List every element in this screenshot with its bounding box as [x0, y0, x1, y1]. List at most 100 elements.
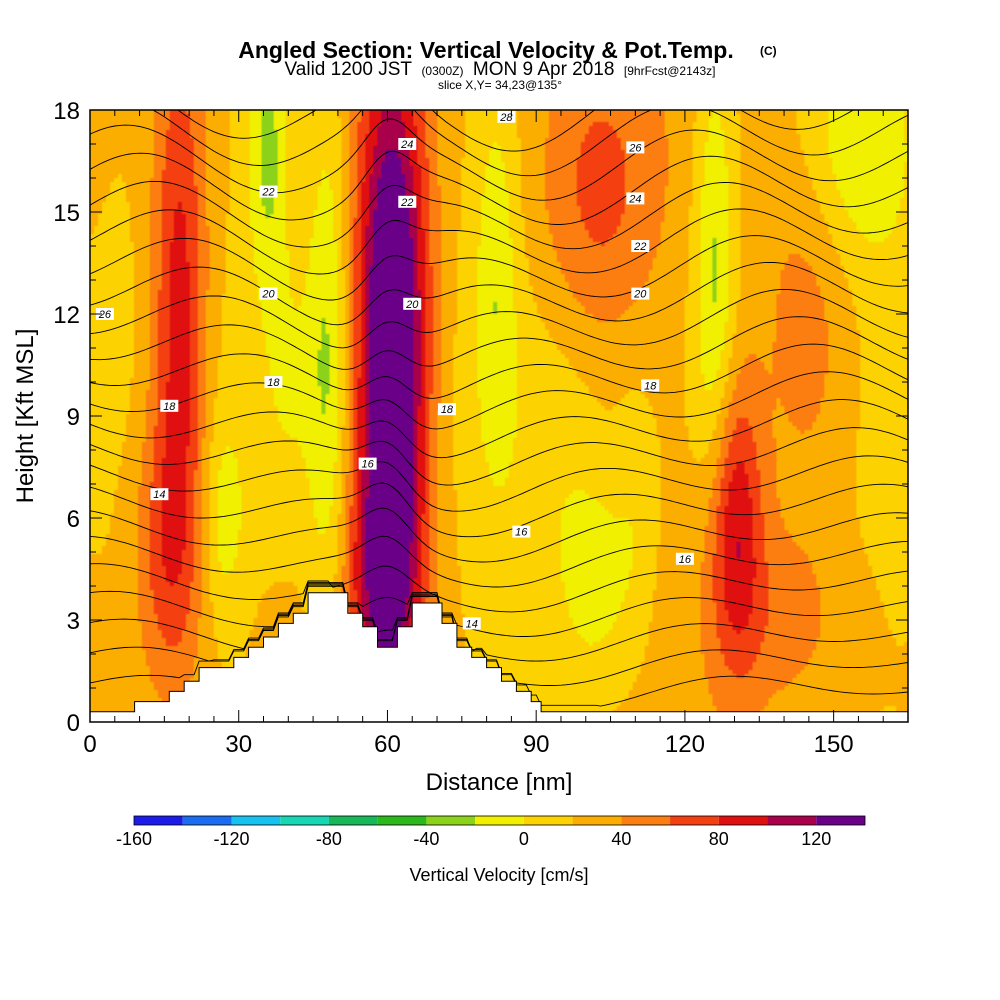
contour-label: 18	[641, 379, 660, 392]
svg-text:20: 20	[405, 299, 419, 311]
subtitle-valid: Valid 1200 JST	[285, 59, 413, 80]
theta-contour-line	[90, 316, 908, 370]
theta-contour-line	[90, 150, 908, 225]
colorbar-frame	[133, 815, 866, 826]
theta-contours	[90, 110, 908, 707]
chart-subtitle: Valid 1200 JST (0300Z) MON 9 Apr 2018 [9…	[285, 59, 716, 80]
terrain-profile	[90, 592, 908, 722]
theta-contour-line	[90, 371, 908, 430]
colorbar-label: 40	[611, 829, 631, 849]
theta-contour-line	[177, 110, 855, 152]
x-tick-label: 30	[225, 731, 252, 758]
colorbar-swatch	[718, 816, 768, 825]
svg-text:18: 18	[644, 380, 657, 392]
y-tick-label: 6	[67, 506, 80, 533]
svg-text:18: 18	[441, 404, 454, 416]
slice-label: slice X,Y= 34,23@135°	[438, 78, 562, 92]
x-axis-title: Distance [nm]	[426, 769, 573, 796]
svg-text:24: 24	[628, 193, 641, 205]
colorbar-swatch	[523, 816, 573, 825]
theta-contour-line	[90, 535, 908, 588]
contour-label: 22	[631, 240, 650, 253]
colorbar-label: -40	[413, 829, 439, 849]
colorbar-swatch	[475, 816, 524, 825]
colorbar-label: 120	[801, 829, 831, 849]
contour-label: 26	[95, 308, 114, 321]
contour-labels: 26 18 14 22 20 18 24 22 20 16 18 16 14 28 26 24 22 20 18 16	[95, 110, 694, 630]
svg-text:26: 26	[98, 309, 112, 321]
colorbar-swatch	[426, 816, 476, 825]
theta-contour-line	[90, 343, 908, 399]
colorbar-label: 0	[519, 829, 529, 849]
y-tick-label: 12	[53, 302, 80, 329]
contour-label: 20	[403, 297, 422, 311]
colorbar-label: -160	[116, 829, 152, 849]
y-tick-label: 0	[67, 710, 80, 737]
chart-title-unit: (C)	[760, 44, 777, 58]
contour-label: 28	[497, 110, 516, 124]
svg-text:22: 22	[400, 197, 413, 209]
svg-text:28: 28	[499, 112, 513, 124]
contour-label: 26	[626, 141, 645, 154]
colorbar-swatch	[767, 816, 817, 825]
contour-label: 24	[398, 138, 417, 151]
contour-label: 16	[358, 457, 377, 471]
svg-text:16: 16	[361, 459, 374, 471]
colorbar-swatch	[280, 816, 329, 825]
colorbar-swatch	[377, 816, 427, 825]
colorbar-swatch	[182, 816, 232, 825]
svg-text:18: 18	[267, 377, 280, 389]
contour-label: 18	[437, 403, 456, 416]
contour-label: 18	[160, 399, 179, 413]
contour-label: 14	[150, 488, 169, 501]
x-tick-label: 60	[374, 731, 401, 758]
svg-text:16: 16	[679, 554, 692, 566]
colorbar-swatch	[572, 816, 622, 825]
theta-contour-line	[90, 399, 908, 459]
axes: 0 30 60 90 120 150 0 3 6 9 12 15 18	[53, 98, 909, 758]
contour-label: 20	[259, 287, 278, 301]
theta-contour-line	[90, 563, 908, 613]
colorbar-swatch	[621, 816, 671, 825]
theta-contour-line	[90, 288, 908, 349]
contour-label: 16	[675, 552, 694, 566]
theta-contour-line	[90, 482, 908, 538]
contour-label: 14	[462, 617, 481, 630]
colorbar-label: -80	[316, 829, 342, 849]
theta-contour-line	[90, 584, 908, 686]
theta-contour-line	[90, 427, 908, 486]
theta-contour-line	[90, 235, 908, 301]
svg-text:24: 24	[400, 139, 413, 151]
theta-contour-line	[90, 180, 908, 250]
colorbar-swatch	[134, 816, 183, 825]
y-tick-label: 3	[67, 608, 80, 635]
svg-text:22: 22	[261, 187, 274, 199]
svg-text:16: 16	[515, 527, 528, 539]
theta-contour-line	[90, 208, 908, 275]
colorbar-swatch	[670, 816, 719, 825]
x-tick-label: 120	[665, 731, 705, 758]
contour-label: 24	[626, 192, 645, 205]
colorbar-label: 80	[709, 829, 729, 849]
svg-text:14: 14	[466, 618, 478, 630]
contour-label: 16	[512, 525, 531, 539]
colorbar-swatch	[328, 816, 378, 825]
colorbar-label: -120	[213, 829, 249, 849]
plot-area: 26 18 14 22 20 18 24 22 20 16 18 16 14 28 26 24 22 20 18 16	[90, 110, 908, 722]
contour-label: 22	[259, 185, 278, 199]
y-tick-label: 18	[53, 98, 80, 125]
theta-contour-line	[90, 507, 908, 563]
svg-text:14: 14	[153, 489, 165, 501]
colorbar-title: Vertical Velocity [cm/s]	[409, 865, 588, 885]
contour-label: 20	[631, 287, 650, 301]
contour-label: 18	[264, 376, 283, 389]
x-tick-label: 90	[523, 731, 550, 758]
svg-text:26: 26	[628, 142, 642, 154]
svg-text:20: 20	[261, 289, 275, 301]
chart-title: Angled Section: Vertical Velocity & Pot.…	[238, 37, 733, 63]
colorbar: -160 -120 -80 -40 0 40 80 120	[116, 815, 866, 849]
contour-label: 22	[398, 195, 417, 209]
x-tick-label: 150	[814, 731, 854, 758]
subtitle-date: MON 9 Apr 2018	[473, 59, 615, 80]
